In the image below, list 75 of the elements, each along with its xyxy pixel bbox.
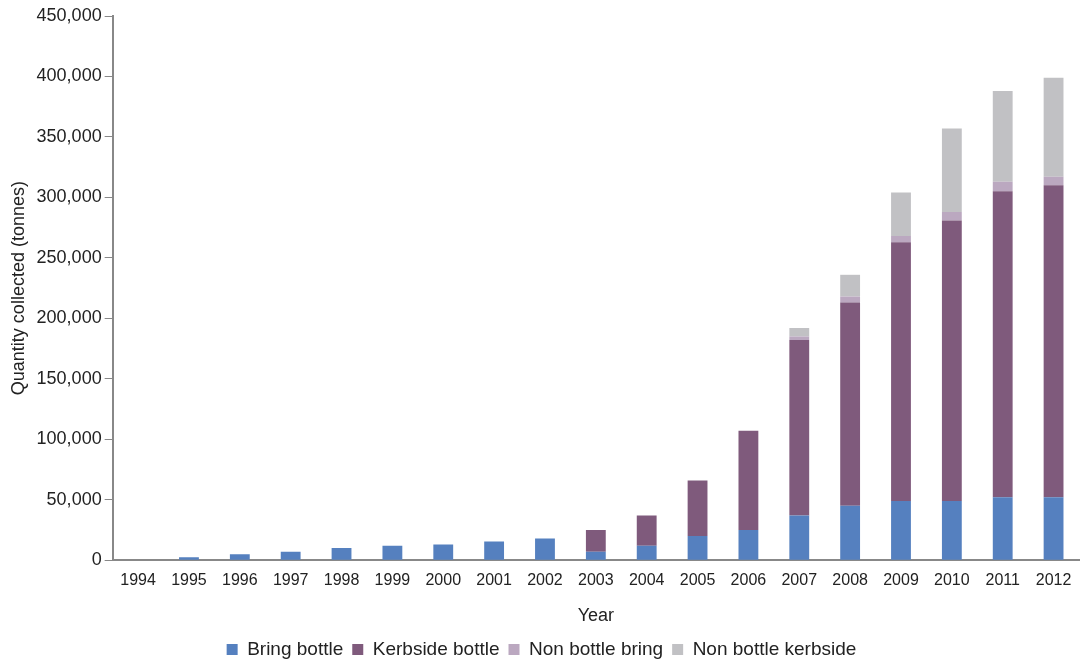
- bar: [941, 128, 962, 212]
- bar: [840, 505, 861, 560]
- x-tick-label: 2000: [425, 571, 462, 589]
- y-axis-title: Quantity collected (tonnes): [7, 181, 28, 396]
- bar: [1043, 185, 1064, 498]
- legend-label: Non bottle bring: [529, 637, 664, 659]
- bar: [992, 497, 1013, 560]
- bar: [585, 551, 606, 560]
- bar: [789, 340, 810, 516]
- bar: [636, 515, 657, 546]
- x-tick-label: 2007: [781, 571, 818, 589]
- bar: [941, 500, 962, 560]
- x-tick-label: 2012: [1035, 571, 1072, 589]
- x-tick-label: 2010: [934, 571, 970, 589]
- bar: [891, 500, 911, 560]
- x-tick-label: 1998: [323, 571, 360, 589]
- bar: [433, 544, 454, 560]
- x-tick-label: 2008: [832, 571, 869, 589]
- x-tick-label: 2003: [578, 571, 614, 589]
- y-tick-label: 50,000: [46, 488, 102, 509]
- bar: [992, 191, 1013, 498]
- bar: [941, 220, 962, 501]
- bar: [840, 274, 861, 297]
- y-tick-label: 200,000: [36, 307, 102, 328]
- y-tick-label: 250,000: [36, 246, 102, 267]
- bar: [331, 548, 352, 560]
- bar: [179, 557, 199, 560]
- bar: [891, 242, 911, 501]
- x-tick-label: 1999: [374, 571, 411, 589]
- bar: [941, 211, 962, 221]
- bar: [840, 296, 861, 303]
- bar: [229, 554, 250, 560]
- x-tick-label: 2011: [985, 571, 1021, 589]
- legend-label: Kerbside bottle: [372, 637, 500, 659]
- legend-label: Bring bottle: [247, 637, 344, 659]
- x-tick-label: 1994: [120, 571, 156, 589]
- x-tick-label: 2006: [730, 571, 767, 589]
- bar: [1043, 497, 1064, 560]
- x-tick-label: 1995: [171, 571, 207, 589]
- bar: [992, 90, 1013, 182]
- y-tick-label: 400,000: [36, 65, 102, 86]
- bar: [789, 328, 810, 337]
- bar: [280, 551, 301, 560]
- bar: [1043, 176, 1064, 186]
- x-tick-label: 2005: [679, 571, 716, 589]
- bar: [738, 529, 759, 560]
- x-tick-label: 2002: [527, 571, 563, 589]
- bar: [789, 336, 810, 341]
- bar: [891, 236, 911, 243]
- y-tick-label: 0: [91, 549, 102, 570]
- x-tick-label: 2001: [476, 571, 513, 589]
- bar: [484, 541, 505, 560]
- bar: [585, 529, 606, 552]
- bar: [636, 545, 657, 560]
- y-tick-label: 300,000: [36, 186, 102, 207]
- bar: [382, 545, 403, 560]
- bar: [891, 192, 911, 237]
- x-axis-title: Year: [577, 605, 615, 626]
- x-tick-label: 2004: [628, 571, 665, 589]
- legend-label: Non bottle kerbside: [692, 637, 857, 659]
- x-tick-label: 1996: [222, 571, 258, 589]
- bar: [992, 181, 1013, 192]
- y-tick-label: 100,000: [36, 428, 102, 449]
- bar: [687, 480, 708, 537]
- bar: [789, 515, 810, 560]
- x-tick-label: 2009: [883, 571, 919, 589]
- bar: [687, 536, 708, 560]
- bar: [535, 538, 555, 560]
- bar: [738, 430, 759, 530]
- y-tick-label: 150,000: [36, 367, 102, 388]
- bar: [840, 302, 861, 506]
- y-tick-label: 350,000: [36, 125, 102, 146]
- x-tick-label: 1997: [272, 571, 309, 589]
- bar: [1043, 77, 1064, 177]
- y-tick-label: 450,000: [36, 4, 102, 25]
